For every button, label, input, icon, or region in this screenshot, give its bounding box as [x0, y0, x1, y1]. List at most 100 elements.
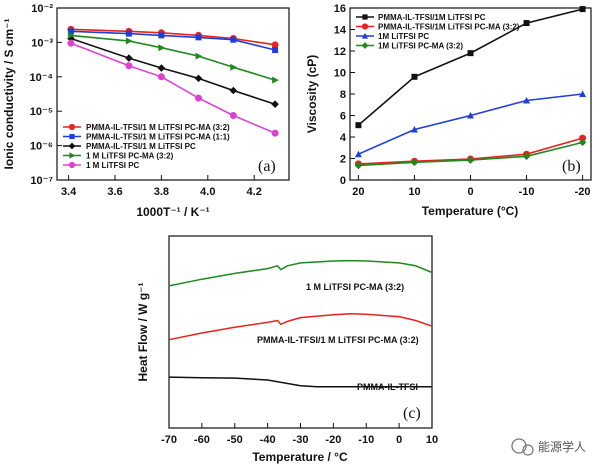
panel-a-ytick-label: 10⁻⁷ — [30, 175, 53, 187]
panel-a-legend-marker — [68, 161, 76, 169]
panel-a-data-point — [194, 74, 203, 83]
panel-a-conductivity-chart: 3.4 3.6 3.8 4.0 4.210⁻⁷10⁻⁶10⁻⁵10⁻⁴10⁻³10⁻² … — [2, 3, 290, 219]
panel-a-series-line — [70, 28, 276, 46]
panel-a-series-line — [70, 42, 276, 134]
panel-a-xtick-label: 3.4 — [61, 186, 77, 198]
panel-a-data-point — [195, 94, 203, 102]
panel-a-xlabel: 1000T⁻¹ / K⁻¹ — [136, 205, 209, 219]
panel-a-legend-label: PMMA-IL-TFSI/1 M LiTFSI PC — [86, 142, 196, 151]
panel-b-data-point — [354, 150, 362, 158]
panel-a-data-point — [125, 37, 133, 45]
panel-c-label: (c) — [403, 405, 421, 422]
wechat-icon-small — [522, 444, 534, 456]
panel-a-legend-label: PMMA-IL-TFSI/1 M LiTFSI PC-MA (3:2) — [86, 123, 230, 132]
panel-a-legend-marker — [68, 142, 76, 150]
panel-a-data-point — [229, 86, 238, 95]
panel-a-ytick-label: 10⁻⁶ — [30, 141, 53, 153]
panel-b-ytick-label: 6 — [340, 111, 346, 123]
panel-c-xtick-label: 10 — [426, 434, 438, 446]
panel-b-data-point — [467, 112, 474, 119]
panel-b-legend-label: PMMA-IL-TFSI/1M LiTFSI PC-MA (3:2) — [378, 23, 520, 32]
panel-b-ytick-label: 2 — [340, 154, 346, 166]
panel-a-series-line — [70, 34, 276, 81]
panel-a-ytick-label: 10⁻⁵ — [30, 106, 53, 118]
panel-c-xtick-label: -10 — [358, 434, 374, 446]
panel-a-frame — [56, 7, 290, 181]
panel-c-xtick-label: -60 — [194, 434, 210, 446]
panel-a-xtick-label: 3.8 — [154, 186, 169, 198]
panel-b-ytick-label: 8 — [340, 89, 346, 101]
panel-c-annotation-green: 1 M LiTFSI PC-MA (3:2) — [306, 282, 404, 292]
panel-a-legend-marker — [69, 152, 76, 159]
panel-a-data-point — [230, 63, 238, 71]
panel-c-series-line — [168, 313, 433, 341]
watermark: 能源学人 — [511, 438, 586, 456]
panel-b-data-point — [410, 158, 419, 167]
panel-a-series-line — [70, 30, 276, 51]
panel-c-xtick-label: -20 — [325, 434, 341, 446]
panel-a-data-point — [125, 62, 133, 70]
panel-c-xtick-label: -40 — [260, 434, 276, 446]
panel-a-data-point — [67, 28, 74, 35]
watermark-text: 能源学人 — [538, 439, 586, 454]
panel-b-data-point — [578, 138, 587, 147]
panel-b-ytick-label: 16 — [334, 3, 346, 15]
panel-b-data-point — [523, 20, 530, 27]
panel-c-annotation-red: PMMA-IL-TFSI/1 M LiTFSI PC-MA (3:2) — [257, 335, 419, 345]
panel-a-label: (a) — [258, 158, 276, 175]
panel-b-ytick-label: 4 — [340, 132, 347, 144]
panel-a-data-point — [272, 47, 279, 54]
panel-b-ytick-label: 10 — [334, 68, 346, 80]
panel-b-data-point — [410, 125, 418, 133]
panel-b-label: (b) — [562, 158, 581, 175]
panel-a-data-point — [229, 111, 237, 119]
panel-b-legend-marker — [361, 32, 369, 39]
panel-a-legend-marker — [68, 123, 76, 131]
panel-a-legend-marker — [69, 133, 75, 140]
panel-a-data-point — [158, 44, 166, 52]
panel-a-ytick-label: 10⁻³ — [31, 37, 53, 49]
panel-c-xlabel: Temperature / °C — [252, 450, 348, 464]
panel-b-ytick-label: 0 — [340, 175, 346, 187]
panel-a-data-point — [157, 64, 166, 72]
panel-c-xtick-label: -50 — [227, 434, 243, 446]
panel-a-ytick-label: 10⁻² — [31, 3, 53, 15]
panel-a-legend-label: 1 M LiTFSI PC-MA (3:2) — [86, 152, 174, 161]
panel-b-viscosity-chart: 20 10 0 -10 -20 0 2 4 6 8 10 12 14 16 PMMA-IL-TFSI/1M… — [305, 3, 592, 218]
panel-b-data-point — [467, 50, 474, 57]
panel-a-ytick-label: 10⁻⁴ — [30, 72, 53, 84]
panel-a-legend-label: 1 M LiTFSI PC — [86, 161, 140, 170]
panel-a-data-point — [271, 41, 279, 49]
panel-a-data-point — [272, 76, 279, 84]
panel-b-xlabel: Temperature (°C) — [422, 204, 519, 218]
panel-c-series-line — [168, 376, 432, 388]
panel-c-xtick-label: -30 — [293, 434, 309, 446]
panel-b-data-point — [579, 6, 586, 13]
panel-b-xtick-label: -20 — [575, 186, 591, 198]
panel-a-data-point — [157, 73, 165, 81]
panel-b-xtick-label: 0 — [467, 186, 473, 198]
panel-a-data-point — [125, 30, 132, 37]
panel-b-data-point — [579, 90, 587, 97]
panel-b-xtick-label: 20 — [352, 186, 364, 198]
wechat-icon — [511, 438, 527, 454]
panel-c-series-line — [168, 259, 433, 287]
panel-b-legend-marker — [361, 23, 369, 30]
panel-a-xtick-label: 4.0 — [200, 186, 215, 198]
panel-b-data-point — [354, 161, 363, 170]
panel-b-legend-marker — [362, 14, 368, 20]
panel-b-legend-label: PMMA-IL-TFSI/1M LiTFSI PC — [378, 13, 486, 22]
panel-a-data-point — [271, 129, 279, 137]
panel-a-xtick-label: 3.6 — [107, 186, 122, 198]
panel-a-xtick-label: 4.2 — [247, 186, 262, 198]
panel-b-data-point — [355, 122, 362, 129]
panel-a-data-point — [271, 100, 279, 108]
panel-a-data-point — [125, 54, 133, 62]
panel-a-data-point — [195, 34, 202, 41]
panel-a-data-point — [230, 36, 237, 43]
panel-a-data-point — [195, 52, 203, 60]
panel-a-data-point — [67, 39, 75, 47]
panel-a-series-line — [70, 37, 276, 105]
panel-b-data-point — [523, 96, 531, 104]
